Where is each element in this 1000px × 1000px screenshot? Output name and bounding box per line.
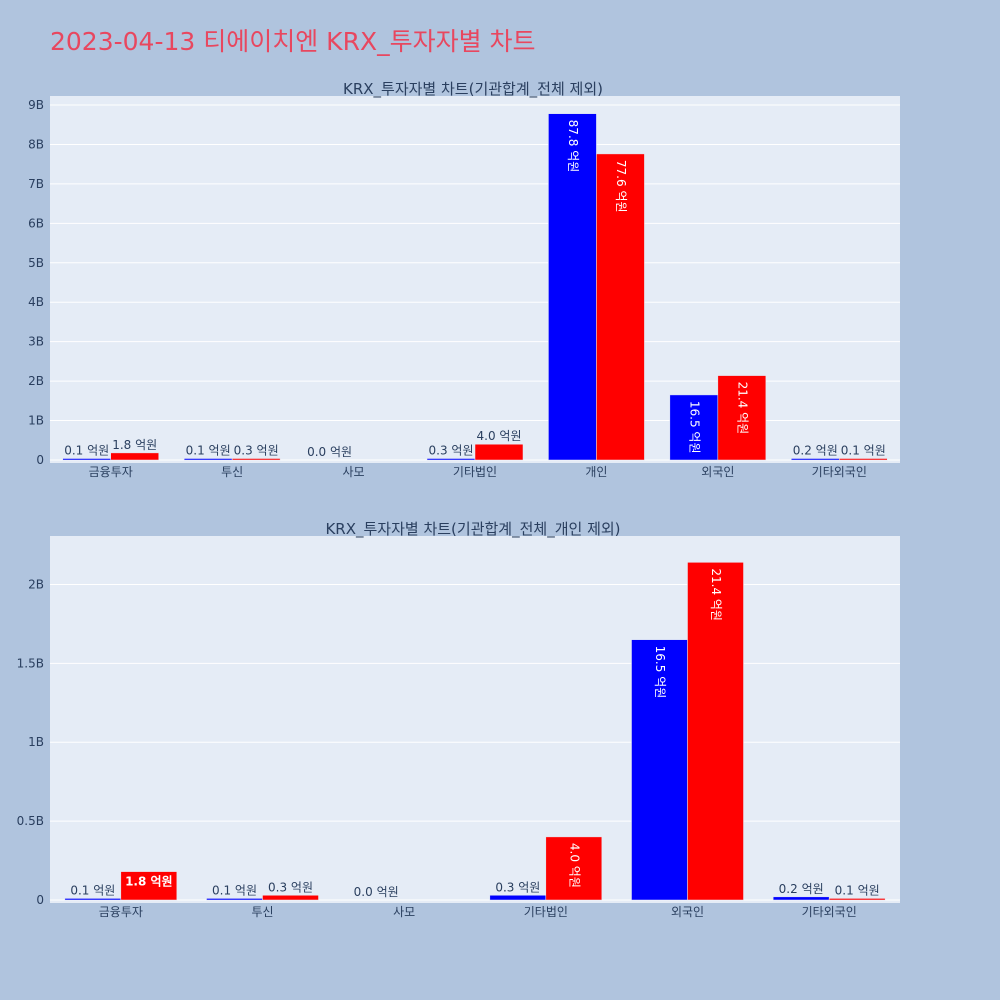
bar	[669, 394, 719, 461]
x-tick-label: 외국인	[671, 905, 704, 919]
x-tick-label: 금융투자	[99, 905, 143, 919]
x-tick-label: 사모	[343, 465, 365, 479]
bar	[489, 895, 547, 901]
plot-area	[50, 96, 900, 463]
chart-1: 0 1B 2B 3B 4B 5B 6B 7B 8B 9B KRX_투자자별 차트(기관합계_전체 제…	[28, 80, 900, 479]
bar	[64, 898, 122, 901]
y-tick-label: 1B	[28, 735, 44, 749]
data-label: 0.1 억원	[70, 883, 115, 897]
y-tick-label: 8B	[28, 137, 44, 151]
chart-title: KRX_투자자별 차트(기관합계_전체_개인 제외)	[325, 520, 620, 539]
y-tick-label: 0	[36, 453, 44, 467]
y-tick-label: 1B	[28, 414, 44, 428]
data-label: 0.3 억원	[495, 880, 540, 894]
y-tick-label: 2B	[28, 374, 44, 388]
y-tick-label: 9B	[28, 98, 44, 112]
data-label: 0.3 억원	[429, 444, 474, 458]
data-label: 0.1 억원	[841, 444, 886, 458]
x-tick-label: 투신	[221, 465, 243, 479]
y-tick-label: 2B	[28, 577, 44, 591]
data-label: 0.1 억원	[64, 444, 109, 458]
data-label: 0.0 억원	[307, 445, 352, 459]
x-tick-label: 기타외국인	[802, 905, 857, 919]
data-label: 0.0 억원	[354, 885, 399, 899]
data-label: 0.2 억원	[779, 882, 824, 896]
bar	[596, 153, 645, 461]
bar	[548, 113, 597, 461]
bar	[183, 458, 233, 461]
y-tick-label: 0	[36, 893, 44, 907]
bar	[791, 458, 840, 461]
data-label: 16.5 억원	[653, 646, 667, 699]
bar	[828, 898, 886, 901]
y-tick-label: 3B	[28, 335, 44, 349]
x-tick-label: 개인	[585, 465, 607, 479]
bar	[426, 458, 476, 461]
data-label: 0.3 억원	[268, 880, 313, 894]
chart-title: KRX_투자자별 차트(기관합계_전체 제외)	[343, 80, 603, 99]
data-label: 0.1 억원	[835, 883, 880, 897]
data-label: 87.8 억원	[566, 120, 580, 173]
data-label: 0.3 억원	[234, 444, 279, 458]
y-tick-label: 7B	[28, 177, 44, 191]
x-tick-label: 외국인	[701, 465, 734, 479]
page-title: 2023-04-13 티에이치엔 KRX_투자자별 차트	[50, 27, 536, 56]
y-tick-label: 1.5B	[17, 656, 44, 670]
x-tick-label: 사모	[393, 905, 415, 919]
data-label: 1.8 억원	[112, 438, 157, 452]
data-label: 77.6 억원	[614, 160, 628, 213]
bar	[206, 898, 263, 901]
bar	[687, 562, 744, 901]
data-label: 0.2 억원	[793, 444, 838, 458]
data-label: 0.1 억원	[212, 883, 257, 897]
bar	[631, 639, 688, 901]
chart-2: 0 0.5B 1B 1.5B 2B KRX_투자자별 차트(기관합계_전체_개인 제외) 금…	[17, 520, 900, 919]
y-tick-label: 5B	[28, 256, 44, 270]
data-label: 21.4 억원	[735, 382, 749, 435]
y-tick-label: 0.5B	[17, 814, 44, 828]
bar	[231, 458, 281, 461]
data-label: 4.0 억원	[477, 429, 522, 443]
y-tick-label: 4B	[28, 295, 44, 309]
x-tick-label: 기타법인	[453, 465, 497, 479]
bar	[474, 443, 524, 461]
x-tick-label: 금융투자	[89, 465, 133, 479]
bar	[62, 458, 111, 461]
bar	[262, 895, 319, 901]
data-label: 1.8 억원	[125, 875, 173, 889]
data-label: 4.0 억원	[567, 843, 581, 888]
data-label: 16.5 억원	[687, 401, 701, 454]
bar	[717, 375, 767, 461]
data-label: 0.1 억원	[186, 444, 231, 458]
x-tick-label: 투신	[251, 905, 273, 919]
bar	[120, 871, 178, 901]
data-label: 21.4 억원	[709, 568, 723, 621]
x-tick-label: 기타법인	[524, 905, 568, 919]
bar	[545, 836, 603, 901]
x-tick-label: 기타외국인	[812, 465, 867, 479]
bar	[839, 458, 888, 461]
plot-area	[50, 536, 900, 903]
bar	[110, 452, 159, 461]
y-tick-label: 6B	[28, 216, 44, 230]
bar	[772, 896, 830, 901]
